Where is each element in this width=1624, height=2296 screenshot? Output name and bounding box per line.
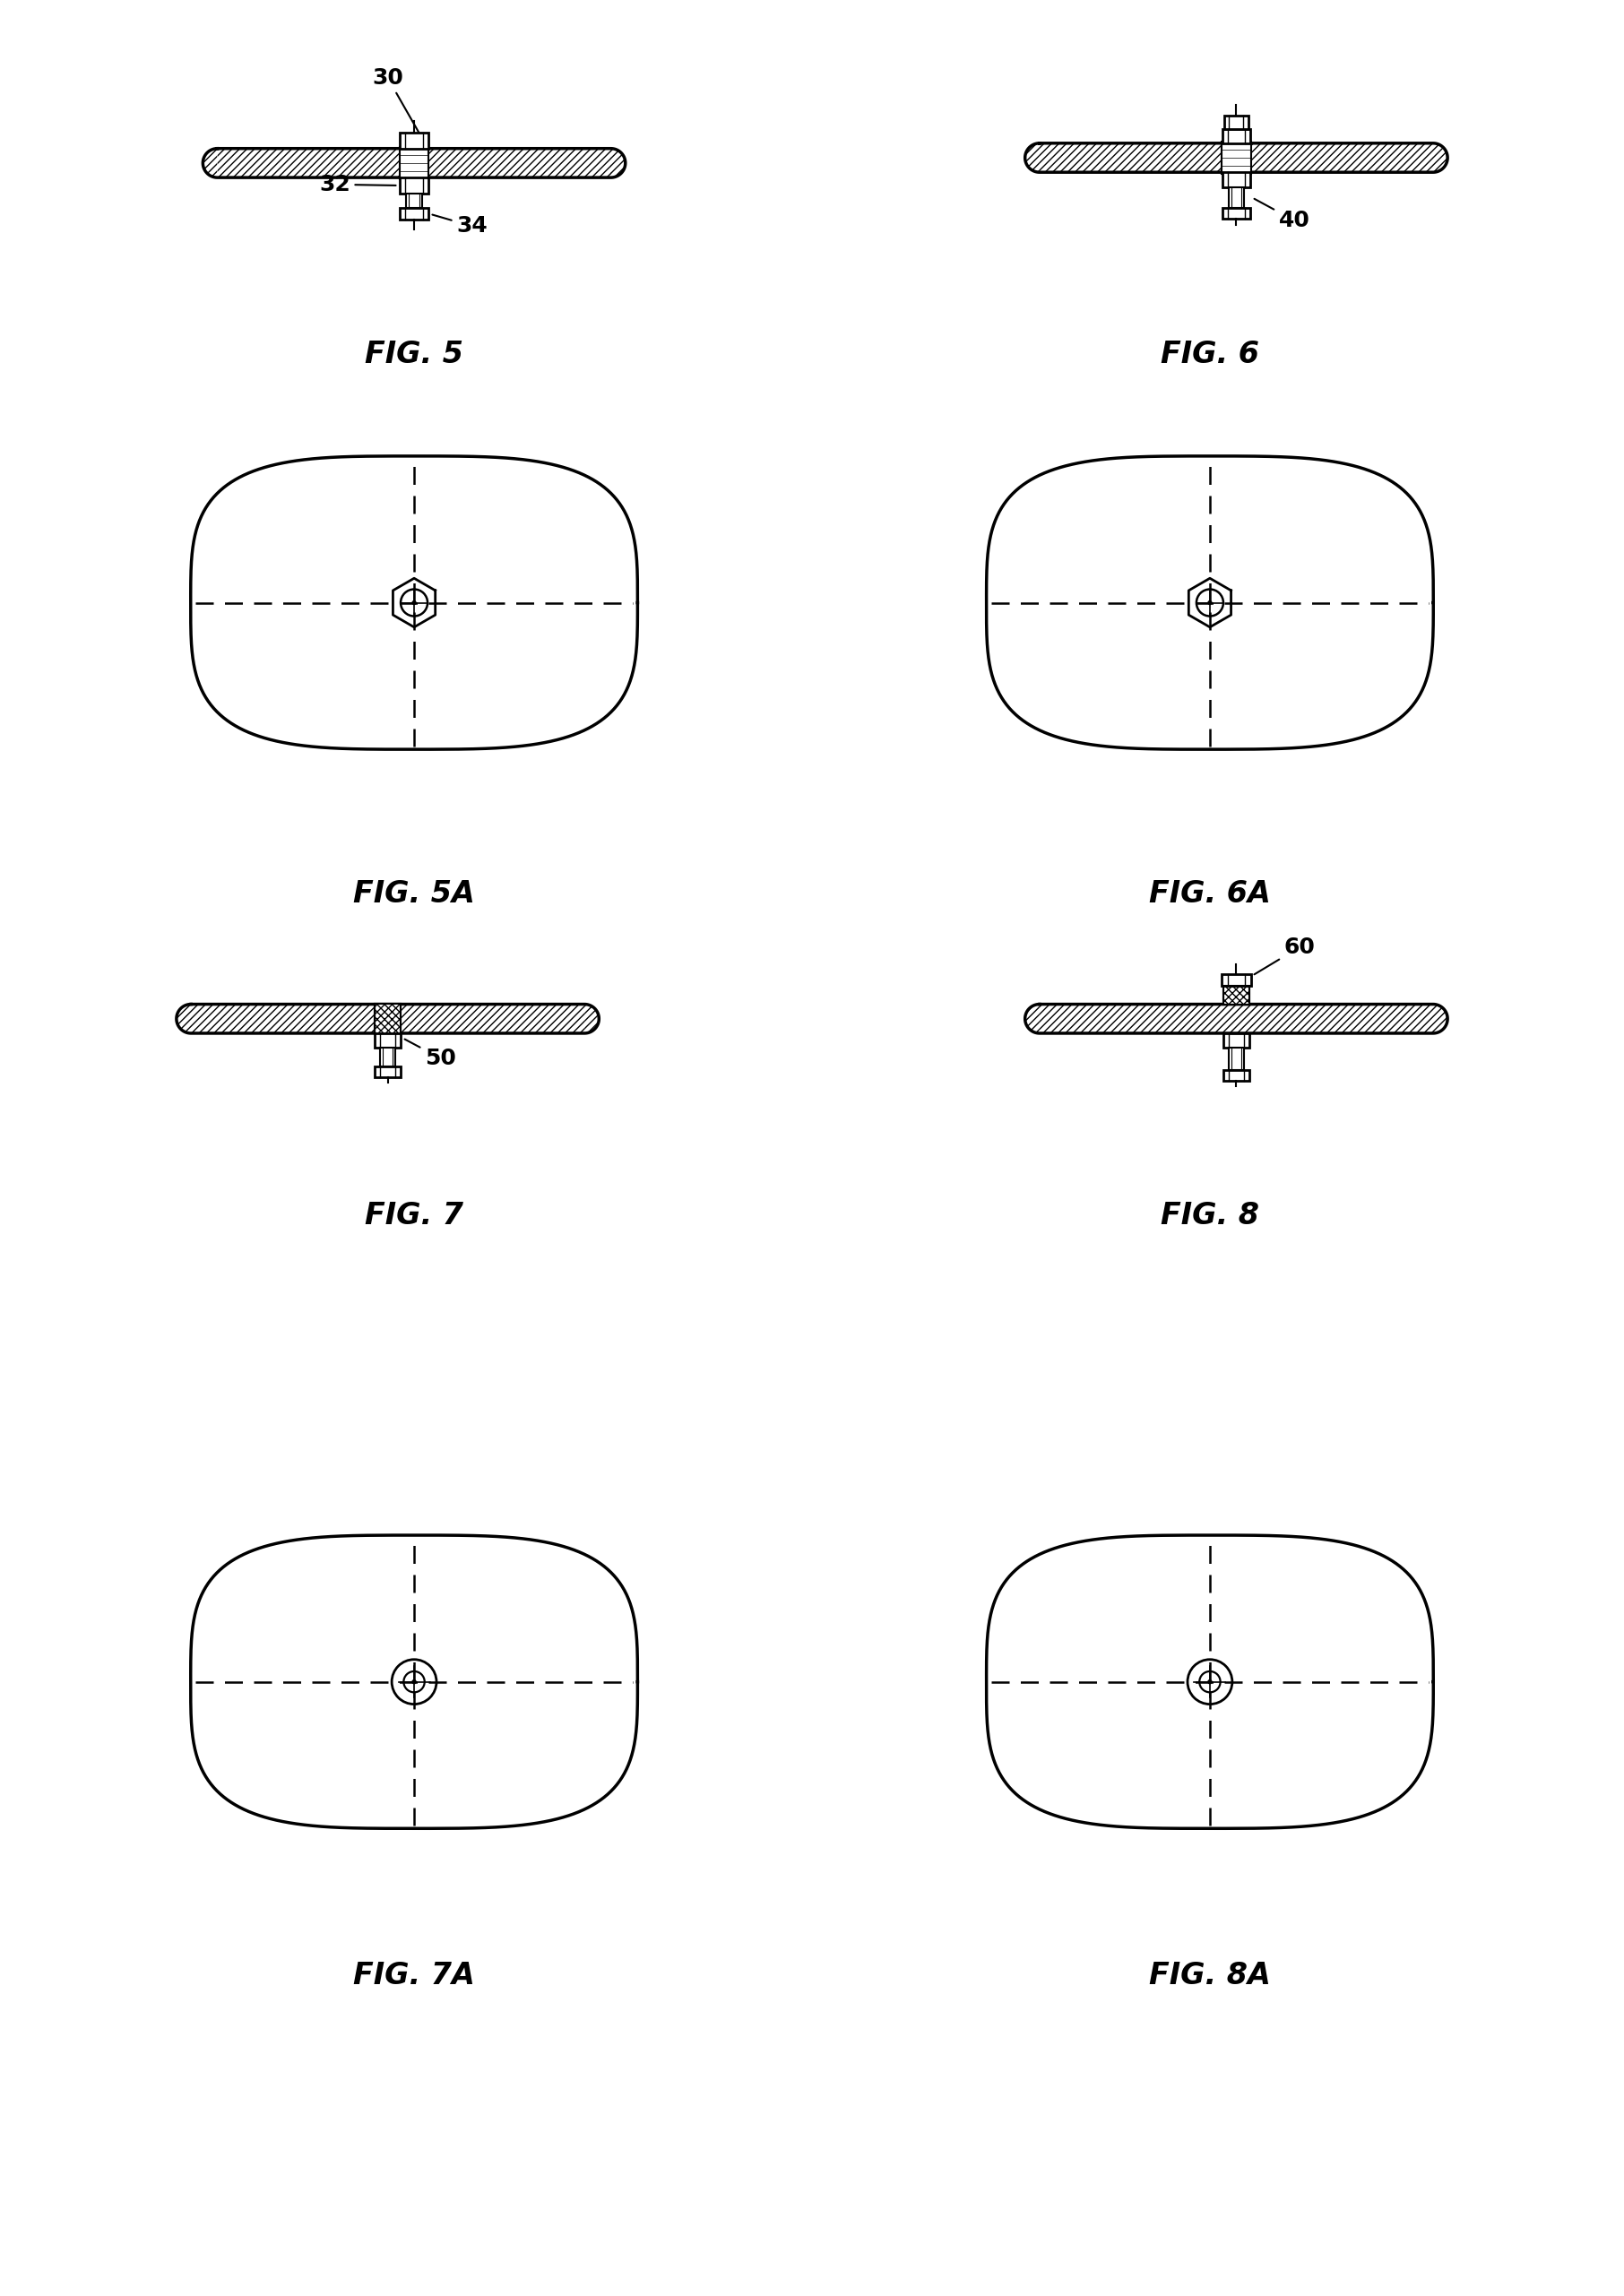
Polygon shape — [986, 457, 1434, 748]
Bar — [400, 209, 429, 220]
Text: FIG. 5: FIG. 5 — [365, 340, 463, 370]
Circle shape — [1208, 602, 1212, 604]
Bar — [1221, 974, 1250, 985]
Bar — [375, 1033, 401, 1047]
Wedge shape — [1025, 142, 1039, 172]
Bar — [375, 1068, 401, 1077]
Wedge shape — [203, 149, 218, 177]
Bar — [375, 1003, 401, 1033]
Bar — [375, 1003, 401, 1033]
Bar — [1223, 172, 1250, 186]
Text: 32: 32 — [318, 174, 396, 195]
Polygon shape — [190, 457, 638, 748]
FancyBboxPatch shape — [192, 1003, 585, 1033]
Bar — [1223, 1033, 1249, 1047]
Text: FIG. 6A: FIG. 6A — [1150, 879, 1270, 909]
Bar — [406, 193, 422, 209]
Bar — [1224, 115, 1249, 129]
Bar — [380, 1047, 396, 1068]
Wedge shape — [1432, 142, 1447, 172]
Bar — [1223, 129, 1250, 142]
FancyBboxPatch shape — [1039, 142, 1432, 172]
Circle shape — [412, 1681, 416, 1683]
Text: FIG. 7A: FIG. 7A — [354, 1961, 474, 1991]
Text: FIG. 7: FIG. 7 — [365, 1201, 463, 1231]
Text: FIG. 8A: FIG. 8A — [1150, 1961, 1270, 1991]
Text: 60: 60 — [1254, 937, 1315, 974]
Bar — [1223, 1070, 1249, 1081]
FancyBboxPatch shape — [218, 149, 611, 177]
Text: 40: 40 — [1254, 200, 1311, 232]
Wedge shape — [1025, 1003, 1039, 1033]
Circle shape — [1208, 1681, 1212, 1683]
Text: FIG. 8: FIG. 8 — [1161, 1201, 1259, 1231]
Bar — [1223, 985, 1249, 1003]
Bar — [1223, 985, 1249, 1003]
Text: FIG. 6: FIG. 6 — [1161, 340, 1259, 370]
Bar — [1228, 186, 1244, 209]
Circle shape — [412, 602, 416, 604]
Wedge shape — [585, 1003, 599, 1033]
FancyBboxPatch shape — [1039, 1003, 1432, 1033]
Text: 30: 30 — [372, 67, 419, 133]
Polygon shape — [190, 1536, 638, 1828]
Text: FIG. 5A: FIG. 5A — [354, 879, 474, 909]
Bar — [400, 133, 429, 149]
Bar — [1221, 142, 1250, 174]
Bar — [1223, 209, 1250, 218]
Bar — [1228, 1047, 1244, 1070]
Text: 34: 34 — [432, 214, 487, 236]
Wedge shape — [1432, 1003, 1447, 1033]
Wedge shape — [177, 1003, 192, 1033]
Polygon shape — [986, 1536, 1434, 1828]
Bar — [400, 147, 429, 179]
Bar — [400, 177, 429, 193]
Wedge shape — [611, 149, 625, 177]
Text: 50: 50 — [404, 1040, 456, 1070]
